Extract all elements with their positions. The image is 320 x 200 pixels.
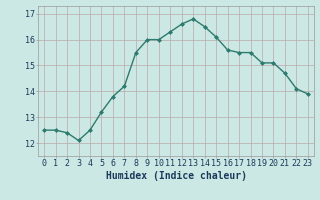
X-axis label: Humidex (Indice chaleur): Humidex (Indice chaleur) <box>106 171 246 181</box>
